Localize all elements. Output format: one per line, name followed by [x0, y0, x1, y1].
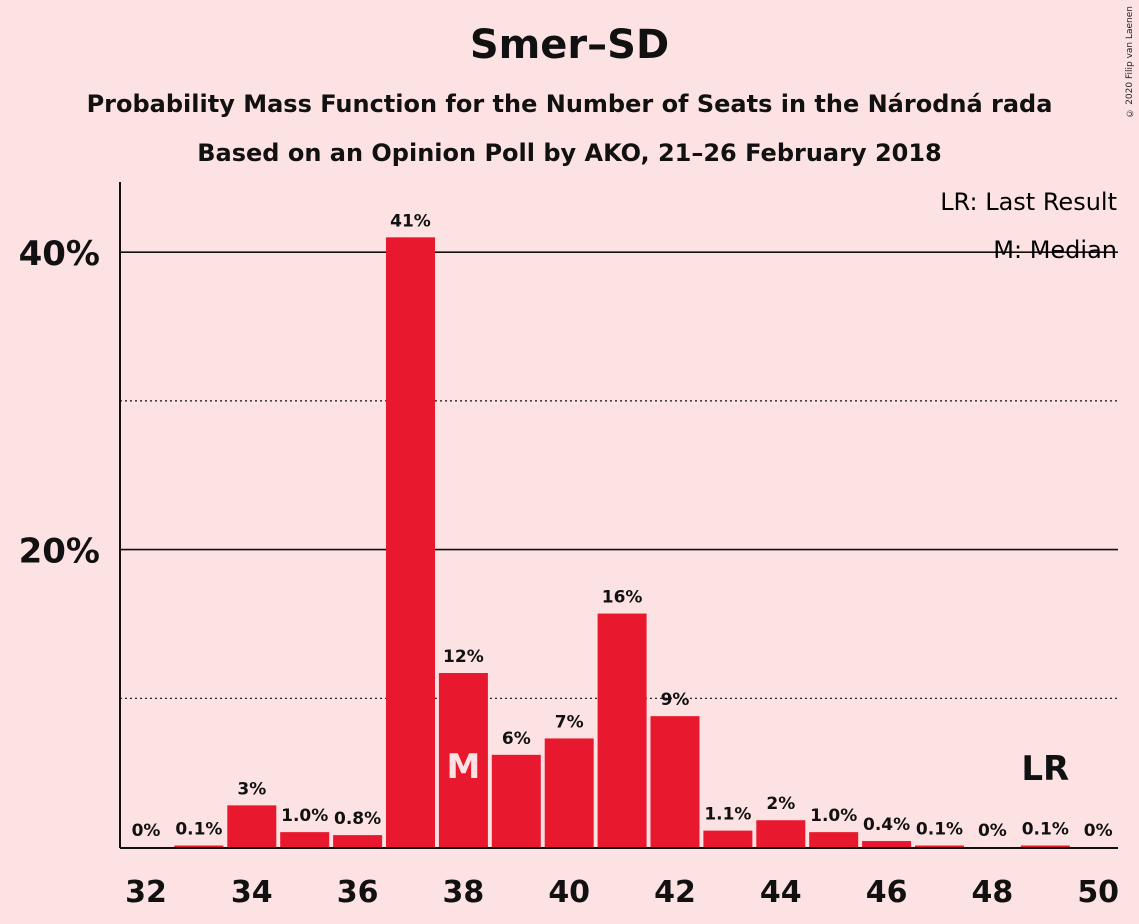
bar-seat-43: [703, 830, 753, 847]
bar-label-seat-46: 0.4%: [863, 815, 910, 835]
bar-seat-46: [862, 841, 912, 847]
x-tick-38: 38: [443, 875, 485, 910]
bar-label-seat-32: 0%: [132, 821, 161, 841]
bar-label-seat-47: 0.1%: [916, 820, 963, 840]
bar-label-seat-38: 12%: [443, 647, 484, 667]
bar-seat-45: [809, 832, 859, 847]
bar-label-seat-37: 41%: [390, 211, 431, 231]
y-tick-40: 40%: [19, 234, 100, 274]
bar-label-seat-40: 7%: [555, 712, 584, 732]
chart-source-line: Based on an Opinion Poll by AKO, 21–26 F…: [197, 139, 942, 167]
bar-seat-37: [386, 237, 435, 847]
bars-group: [174, 237, 1070, 847]
y-tick-20: 20%: [19, 532, 100, 572]
bar-seat-42: [650, 716, 700, 847]
legend-median: M: Median: [993, 236, 1117, 264]
bar-label-seat-36: 0.8%: [334, 809, 381, 829]
x-tick-labels: 32 34 36 38 40 42 44 46 48 50: [125, 875, 1119, 910]
bar-seat-44: [756, 820, 806, 847]
x-tick-50: 50: [1077, 875, 1119, 910]
bar-seat-34: [227, 805, 277, 847]
bar-label-seat-42: 9%: [661, 690, 690, 710]
markers-group: M LR: [446, 747, 1069, 789]
y-tick-labels: 20% 40%: [19, 234, 100, 571]
bar-seat-33: [174, 845, 224, 847]
bar-seat-49: [1020, 845, 1070, 847]
x-tick-32: 32: [125, 875, 167, 910]
bar-label-seat-49: 0.1%: [1022, 820, 1069, 840]
x-tick-44: 44: [760, 875, 802, 910]
bar-seat-47: [915, 845, 964, 847]
legend-last-result: LR: Last Result: [940, 188, 1117, 216]
axes-group: [119, 182, 1118, 849]
bar-label-seat-41: 16%: [602, 588, 643, 608]
bar-label-seat-43: 1.1%: [704, 805, 751, 825]
chart-subtitle: Probability Mass Function for the Number…: [86, 90, 1053, 118]
bar-label-seat-39: 6%: [502, 729, 531, 749]
bar-label-seat-34: 3%: [237, 779, 266, 799]
bar-labels-group: 0% 0.1% 3% 1.0% 0.8% 41% 12% 6% 7% 16% 9% 1.1% 2% 1.0…: [132, 211, 1113, 841]
x-tick-48: 48: [972, 875, 1014, 910]
bar-seat-36: [333, 835, 383, 847]
x-tick-42: 42: [654, 875, 696, 910]
bar-seat-39: [491, 754, 541, 847]
bar-seat-38: [438, 673, 488, 847]
bar-label-seat-45: 1.0%: [810, 806, 857, 826]
bar-label-seat-35: 1.0%: [281, 806, 328, 826]
median-marker: M: [446, 747, 480, 787]
bar-seat-40: [544, 738, 594, 847]
legend: LR: Last Result M: Median: [940, 188, 1117, 264]
x-tick-40: 40: [548, 875, 590, 910]
bar-label-seat-50: 0%: [1084, 821, 1113, 841]
bar-seat-41: [597, 613, 647, 847]
x-tick-36: 36: [337, 875, 379, 910]
last-result-marker: LR: [1021, 749, 1069, 789]
x-tick-34: 34: [231, 875, 273, 910]
bar-label-seat-44: 2%: [766, 794, 795, 814]
bar-label-seat-48: 0%: [978, 821, 1007, 841]
chart-title: Smer–SD: [469, 22, 670, 68]
grid-lines: [120, 251, 1118, 699]
bar-label-seat-33: 0.1%: [175, 820, 222, 840]
bar-seat-35: [280, 832, 330, 847]
x-tick-46: 46: [866, 875, 908, 910]
